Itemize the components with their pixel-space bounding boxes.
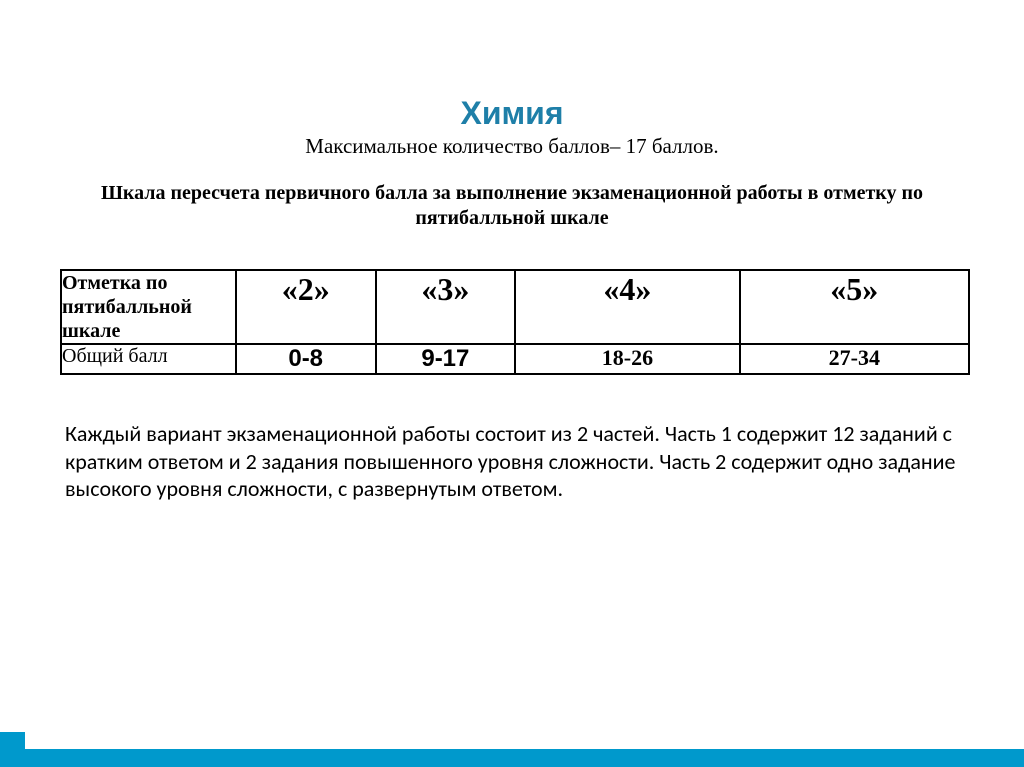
grade-2-cell: «2» [236,270,376,344]
slide-accent-left [0,732,25,767]
page-title: Химия [60,95,964,132]
score-2-cell: 0-8 [236,344,376,374]
table-row: Общий балл 0-8 9-17 18-26 27-34 [61,344,969,374]
subtitle-text: Максимальное количество баллов– 17 балло… [60,134,964,159]
grade-4-cell: «4» [515,270,739,344]
table-caption: Шкала пересчета первичного балла за выпо… [60,181,964,231]
score-3-cell: 9-17 [376,344,516,374]
row-header-grade: Отметка по пятибалльной шкале [61,270,236,344]
score-5-cell: 27-34 [740,344,969,374]
grade-5-cell: «5» [740,270,969,344]
score-4-cell: 18-26 [515,344,739,374]
slide-content: Химия Максимальное количество баллов– 17… [0,0,1024,503]
row-header-score: Общий балл [61,344,236,374]
grade-3-cell: «3» [376,270,516,344]
slide-bottom-bar [25,749,1024,767]
description-text: Каждый вариант экзаменационной работы со… [60,420,964,503]
grade-conversion-table: Отметка по пятибалльной шкале «2» «3» «4… [60,269,970,375]
table-row: Отметка по пятибалльной шкале «2» «3» «4… [61,270,969,344]
